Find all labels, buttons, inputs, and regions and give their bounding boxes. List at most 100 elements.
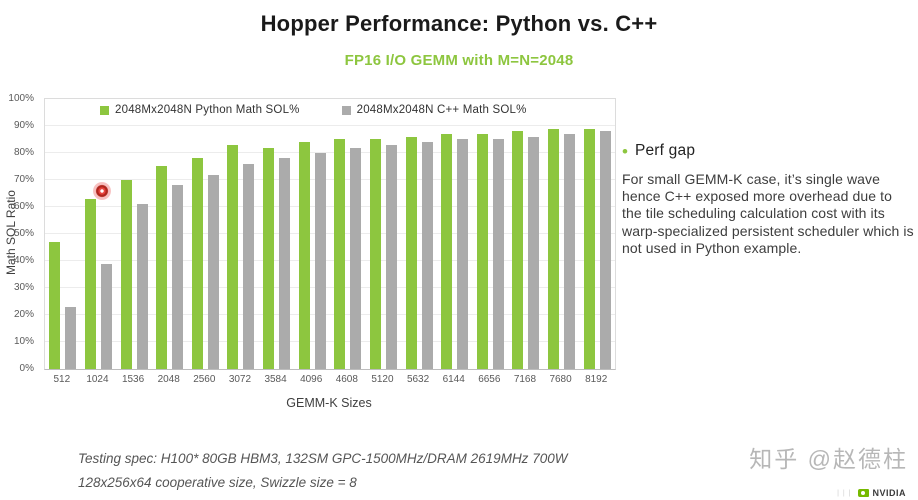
- nvidia-eye-icon: [858, 489, 870, 497]
- gridline: [45, 152, 615, 153]
- nvidia-logo: | | | NVIDIA: [837, 486, 906, 500]
- x-tick-label: 2560: [193, 374, 216, 385]
- chart-legend: 2048Mx2048N Python Math SOL% 2048Mx2048N …: [100, 104, 527, 116]
- bar-python: [369, 139, 381, 369]
- bar-group-8192: [579, 99, 615, 369]
- annotation-body: For small GEMM-K case, it’s single wave …: [622, 171, 914, 256]
- gridline: [45, 233, 615, 234]
- bar-cpp: [243, 164, 255, 369]
- legend-swatch-icon: [341, 105, 351, 115]
- x-tick-label: 6656: [478, 374, 501, 385]
- bars: [45, 99, 615, 369]
- legend-label: 2048Mx2048N C++ Math SOL%: [356, 104, 527, 116]
- bar-python: [405, 137, 417, 369]
- chart-plot-area: 2048Mx2048N Python Math SOL% 2048Mx2048N …: [44, 98, 616, 370]
- legend-item: 2048Mx2048N Python Math SOL%: [100, 104, 300, 116]
- bar-cpp: [421, 142, 433, 369]
- page-title: Hopper Performance: Python vs. C++: [260, 11, 658, 36]
- y-tick-label: 40%: [13, 255, 34, 266]
- logo-marks: | | |: [837, 489, 852, 497]
- bar-cpp: [564, 134, 576, 369]
- y-tick-label: 20%: [13, 309, 34, 320]
- bar-cpp: [350, 148, 362, 369]
- annotation-title: Perf gap: [634, 142, 696, 159]
- click-indicator-icon: [93, 182, 111, 200]
- x-axis-title: GEMM-K Sizes: [286, 396, 372, 410]
- x-tick-label: 6144: [442, 374, 465, 385]
- bar-group-7168: [508, 99, 544, 369]
- bar-group-6656: [473, 99, 509, 369]
- bar-cpp: [528, 137, 540, 369]
- y-tick-label: 70%: [13, 174, 34, 185]
- bar-cpp: [457, 139, 469, 369]
- perf-gap-annotation: • Perf gap For small GEMM-K case, it’s s…: [622, 142, 914, 257]
- legend-item: 2048Mx2048N C++ Math SOL%: [341, 104, 527, 116]
- bar-cpp: [385, 145, 397, 369]
- bar-python: [476, 134, 488, 369]
- x-tick-label: 8192: [585, 374, 608, 385]
- gridline: [45, 314, 615, 315]
- y-tick-label: 30%: [13, 282, 34, 293]
- bar-cpp: [599, 131, 611, 369]
- bar-python: [334, 139, 346, 369]
- y-tick-label: 80%: [13, 147, 34, 158]
- bar-group-3072: [223, 99, 259, 369]
- x-tick-label: 1536: [121, 374, 145, 385]
- bar-group-3584: [259, 99, 295, 369]
- bar-cpp: [207, 175, 219, 369]
- bar-cpp: [100, 264, 112, 369]
- zhihu-watermark: 知乎 @赵德柱: [749, 446, 908, 472]
- bar-python: [84, 199, 96, 369]
- gridline: [45, 125, 615, 126]
- bar-python: [263, 148, 275, 369]
- x-axis-ticks: 512 1024 1536 2048 2560 3072 3584 4096 4608 5120 5…: [44, 374, 614, 385]
- bar-cpp: [172, 185, 184, 369]
- y-tick-label: 100%: [8, 93, 34, 104]
- y-tick-label: 90%: [13, 120, 34, 131]
- bar-python: [583, 129, 595, 369]
- x-tick-label: 5632: [406, 374, 430, 385]
- bar-python: [298, 142, 310, 369]
- page-subtitle: FP16 I/O GEMM with M=N=2048: [344, 52, 574, 69]
- gridline: [45, 287, 615, 288]
- gridline: [45, 341, 615, 342]
- footnote-line-1: Testing spec: H100* 80GB HBM3, 132SM GPC…: [78, 451, 568, 466]
- bar-group-4608: [330, 99, 366, 369]
- y-tick-label: 10%: [13, 336, 34, 347]
- gridline: [45, 260, 615, 261]
- x-tick-label: 2048: [157, 374, 180, 385]
- bar-python: [191, 158, 203, 369]
- legend-swatch-icon: [100, 105, 109, 115]
- y-tick-label: 50%: [13, 228, 34, 239]
- nvidia-logo-text: NVIDIA: [872, 488, 906, 498]
- bar-python: [512, 131, 524, 369]
- x-tick-label: 3072: [228, 374, 252, 385]
- bar-cpp: [65, 307, 77, 369]
- bar-group-1536: [116, 99, 152, 369]
- bar-python: [120, 180, 132, 369]
- x-tick-label: 7680: [549, 374, 572, 385]
- bar-group-4096: [294, 99, 330, 369]
- y-tick-label: 60%: [13, 201, 34, 212]
- testing-spec-footnotes: Testing spec: H100* 80GB HBM3, 132SM GPC…: [78, 447, 567, 495]
- x-tick-label: 4096: [300, 374, 323, 385]
- y-tick-label: 0%: [19, 363, 34, 374]
- bar-group-7680: [544, 99, 580, 369]
- bar-python: [548, 129, 560, 369]
- bar-cpp: [279, 158, 291, 369]
- bar-python: [49, 242, 61, 369]
- x-tick-label: 7168: [513, 374, 537, 385]
- bar-group-5120: [366, 99, 402, 369]
- bar-cpp: [314, 153, 326, 369]
- footnote-line-2: 128x256x64 cooperative size, Swizzle siz…: [78, 475, 357, 490]
- annotation-heading: • Perf gap: [622, 142, 914, 160]
- bar-group-2048: [152, 99, 188, 369]
- bar-group-1024: [81, 99, 117, 369]
- bar-python: [227, 145, 239, 369]
- bar-cpp: [136, 204, 148, 369]
- bar-group-2560: [188, 99, 224, 369]
- bullet-icon: •: [622, 141, 628, 161]
- gridline: [45, 206, 615, 207]
- y-axis-ticks: 0% 10% 20% 30% 40% 50% 60% 70% 80% 90% 100%: [0, 93, 38, 374]
- gridline: [45, 179, 615, 180]
